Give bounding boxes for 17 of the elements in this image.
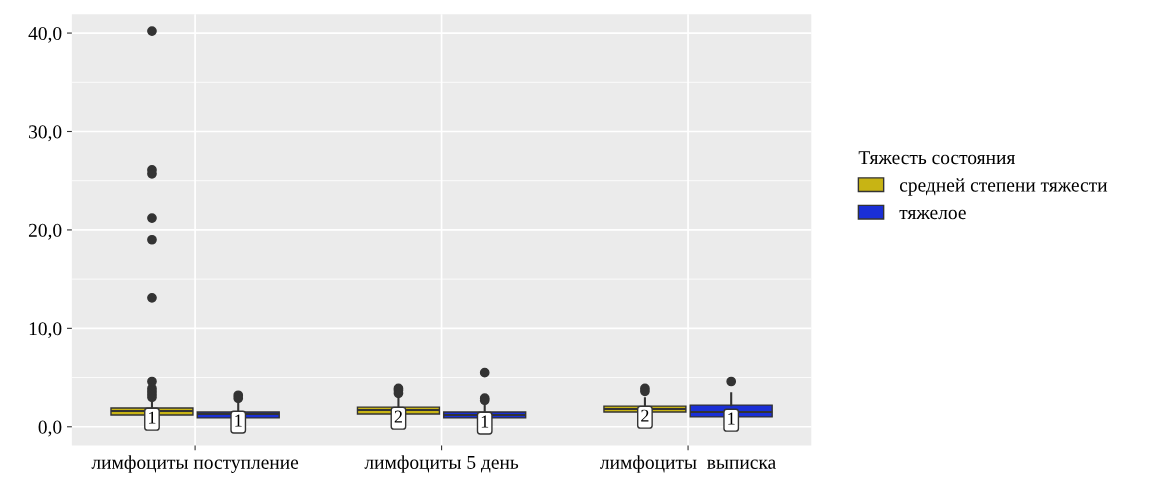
y-tick-label: 0,0 (38, 420, 62, 437)
y-tick-label: 40,0 (28, 26, 62, 43)
legend-label: тяжелое (899, 209, 966, 220)
text: 1 (481, 415, 489, 428)
text: 2 (641, 409, 649, 422)
x-tick-label: лимфоциты поступление (91, 455, 299, 473)
y-tick-label: 10,0 (29, 322, 62, 339)
y-tick-label: 20,0 (28, 223, 62, 240)
text: 2 (394, 410, 402, 423)
legend-title: Тяжесть состояния (858, 151, 1016, 165)
text: 1 (149, 411, 156, 424)
legend-label: средней степени тяжести (899, 178, 1108, 196)
x-tick-label: лимфоциты 5 день (364, 455, 519, 473)
text: 1 (235, 414, 242, 427)
y-tick-label: 30,0 (29, 125, 62, 142)
x-tick-label: лимфоциты выписка (600, 455, 776, 473)
text: 1 (728, 412, 735, 425)
